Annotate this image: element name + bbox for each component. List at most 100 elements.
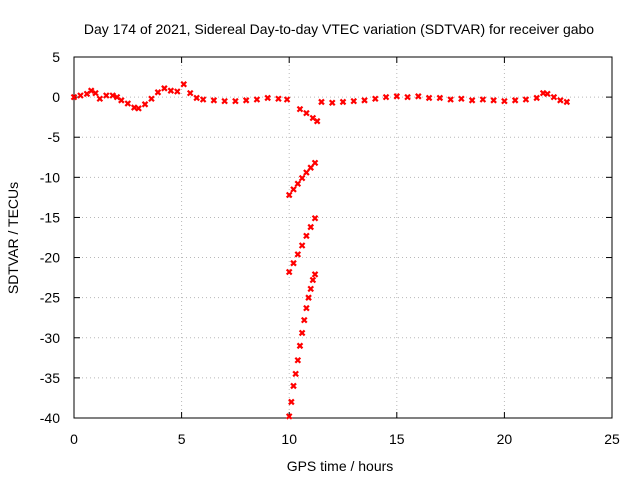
y-tick-label: 0 [52,89,60,105]
data-point [425,94,433,102]
axes-layer [73,56,613,419]
data-point [221,97,228,105]
data-point [294,180,302,188]
data-point [393,93,401,100]
data-point [290,382,297,390]
y-axis-label: SDTVAR / TECUs [5,182,21,294]
data-point [130,104,138,111]
data-point [264,94,271,102]
data-point [563,98,571,106]
y-tick-label: -40 [40,410,60,426]
data-point [303,232,310,240]
data-point [311,159,319,167]
data-point [298,329,306,337]
data-point [490,97,497,104]
data-point [87,87,95,94]
data-point [309,276,317,284]
data-point [328,99,336,107]
data-point [307,223,314,231]
data-point [290,259,297,267]
grid-layer [74,57,612,418]
data-point [550,93,558,101]
points-layer [70,80,571,420]
data-point [296,342,304,350]
data-point [283,96,291,103]
data-point [285,268,293,276]
data-point [468,97,476,104]
data-point [298,242,306,249]
data-point [533,94,540,102]
data-point [557,97,564,104]
x-axis-label: GPS time / hours [287,458,394,474]
y-tick-label: -30 [40,330,60,346]
data-point [318,98,325,106]
x-tick-label: 15 [389,431,405,447]
data-point [253,96,261,103]
data-point [285,413,293,420]
data-point [124,100,132,107]
data-point [161,85,168,92]
x-tick-label: 0 [70,431,78,447]
data-point [305,294,312,301]
data-point [372,95,379,102]
data-point [70,93,78,101]
data-point [141,101,149,108]
y-tick-label: -35 [40,370,60,386]
data-point [242,97,250,104]
data-point [436,94,444,102]
y-tick-label: 5 [52,49,60,65]
data-point [290,186,297,193]
y-tick-label: -25 [40,290,60,306]
plot-frame [73,56,613,419]
data-point [103,92,110,99]
data-point [294,251,302,258]
data-point [303,304,310,312]
x-tick-label: 5 [178,431,186,447]
data-point [447,96,454,103]
data-point [96,95,104,102]
data-point [118,97,125,104]
data-point [300,316,308,324]
data-point [294,356,302,364]
data-point [307,285,314,293]
data-point [109,92,117,99]
data-point [288,398,295,406]
x-tick-label: 25 [604,431,620,447]
y-tick-label: -10 [40,169,60,185]
data-point [382,93,390,101]
x-tick-label: 20 [497,431,513,447]
y-tick-label: -5 [48,129,61,145]
data-point [174,88,181,95]
data-point [539,89,547,97]
data-point [303,109,310,117]
data-point [148,95,155,102]
data-point [458,95,465,102]
data-point [135,105,142,112]
data-point [113,93,121,101]
data-point [501,97,508,105]
data-point [180,80,188,88]
data-point [193,94,200,102]
data-point [522,96,530,103]
y-tick-label: -15 [40,209,60,225]
ticks-layer: 0 5 10 15 20 25 -40 -35 -30 -25 -20 -15 -10 -5 0 5 [40,49,620,447]
data-point [210,97,218,104]
data-point [511,97,519,104]
data-point [275,95,282,102]
data-point [232,97,239,105]
data-point [92,89,99,97]
data-point [298,174,306,182]
y-tick-label: -20 [40,250,60,266]
data-point [285,191,293,199]
chart-title: Day 174 of 2021, Sidereal Day-to-day VTE… [84,21,594,37]
data-point [309,114,317,122]
data-point [339,98,347,106]
data-point [361,97,368,104]
data-point [350,97,358,105]
x-tick-label: 10 [281,431,297,447]
data-point [311,271,319,278]
data-point [479,96,487,103]
data-point [415,93,422,100]
